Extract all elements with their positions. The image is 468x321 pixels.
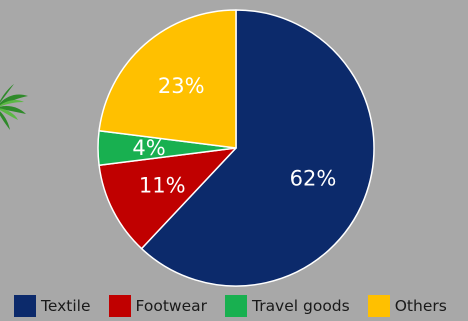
pie-label-others: 23%: [158, 74, 205, 98]
legend-item-others: Others: [367, 295, 447, 317]
pie-label-footwear: 11%: [139, 174, 186, 198]
legend-label-footwear: Footwear: [135, 297, 208, 315]
pie-label-travel-goods: 4%: [132, 136, 165, 160]
legend-item-textile: Textile: [14, 295, 91, 317]
legend-swatch-travel-goods: [225, 295, 247, 317]
legend-label-travel-goods: Travel goods: [252, 297, 350, 315]
legend-swatch-others: [367, 295, 390, 317]
legend-item-footwear: Footwear: [108, 295, 208, 317]
legend-label-others: Others: [394, 297, 447, 315]
pie-label-textile: 62%: [290, 166, 337, 190]
legend-swatch-textile: [14, 295, 36, 317]
legend-swatch-footwear: [108, 295, 131, 317]
pie-slice-others: [98, 9, 237, 149]
legend-label-textile: Textile: [41, 297, 91, 315]
palm-leaf-icon: [0, 84, 28, 130]
legend-item-travel-goods: Travel goods: [225, 295, 350, 317]
chart-legend: Textile Footwear Travel goods Others: [14, 294, 465, 318]
pie-slice-footwear: [98, 147, 237, 250]
pie-slice-textile: [140, 9, 375, 287]
